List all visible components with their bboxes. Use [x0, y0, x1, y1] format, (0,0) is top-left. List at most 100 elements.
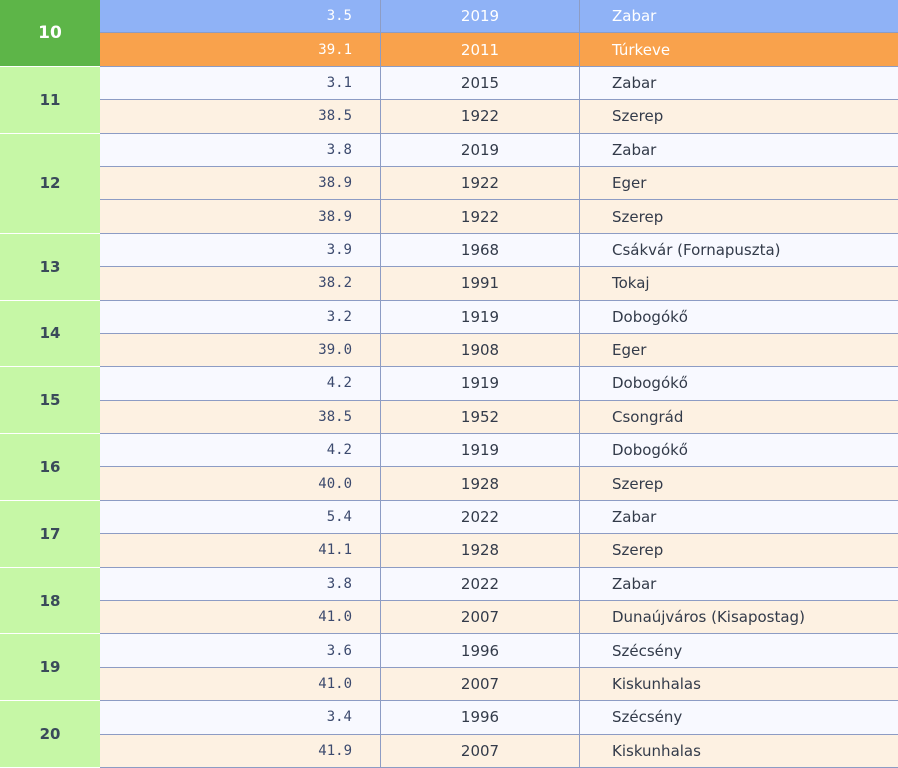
- place-cell: Kiskunhalas: [612, 675, 701, 693]
- table-row: 3.8 2022 Zabar: [100, 567, 898, 602]
- temperature-cell: 38.5: [318, 108, 352, 125]
- temperature-cell: 4.2: [326, 375, 352, 392]
- day-cell: 11: [0, 66, 100, 134]
- table-row: 3.9 1968 Csákvár (Fornapuszta): [100, 233, 898, 268]
- year-cell: 1919: [380, 434, 580, 467]
- table-row: 3.8 2019 Zabar: [100, 133, 898, 167]
- temperature-cell: 41.1: [318, 542, 352, 559]
- place-cell: Szécsény: [612, 641, 683, 660]
- table-row: 3.4 1996 Szécsény: [100, 701, 898, 735]
- day-cell: 14: [0, 300, 100, 368]
- place-cell: Túrkeve: [612, 40, 671, 59]
- temperature-cell: 41.0: [318, 609, 352, 626]
- temperature-cell: 41.0: [318, 676, 352, 692]
- temperature-cell: 41.9: [318, 742, 352, 759]
- day-cell: 20: [0, 701, 100, 768]
- temperature-cell: 38.2: [318, 275, 352, 292]
- place-cell: Szerep: [612, 474, 664, 493]
- year-cell: 1908: [380, 333, 580, 367]
- day-cell: 19: [0, 634, 100, 702]
- temperature-cell: 5.4: [326, 509, 352, 526]
- year-cell: 1928: [380, 534, 580, 567]
- place-cell: Kiskunhalas: [612, 741, 701, 760]
- day-cell: 12: [0, 133, 100, 234]
- temperature-cell: 3.5: [326, 8, 352, 25]
- table-row: 4.2 1919 Dobogókő: [100, 367, 898, 401]
- table-row: 4.2 1919 Dobogókő: [100, 434, 898, 468]
- year-cell: 1922: [380, 100, 580, 133]
- table-row: 41.9 2007 Kiskunhalas: [100, 734, 898, 768]
- place-cell: Eger: [612, 341, 647, 360]
- day-cell: 13: [0, 233, 100, 301]
- place-cell: Dobogókő: [612, 441, 688, 460]
- table-row: 39.1 2011 Túrkeve: [100, 33, 898, 67]
- table-row: 38.5 1952 Csongrád: [100, 400, 898, 435]
- table-row: 38.9 1922 Szerep: [100, 200, 898, 234]
- table-row: 5.4 2022 Zabar: [100, 500, 898, 535]
- table-row: 3.2 1919 Dobogókő: [100, 300, 898, 334]
- place-cell: Eger: [612, 174, 647, 193]
- table-row: 3.1 2015 Zabar: [100, 66, 898, 101]
- table-row: 40.0 1928 Szerep: [100, 467, 898, 501]
- year-cell: 1919: [380, 367, 580, 400]
- day-cell: 17: [0, 500, 100, 568]
- place-cell: Szerep: [612, 541, 664, 560]
- temperature-cell: 40.0: [318, 475, 352, 492]
- day-cell: 15: [0, 367, 100, 435]
- year-cell: 1952: [380, 400, 580, 434]
- year-cell: 2022: [380, 567, 580, 601]
- temperature-cell: 38.9: [318, 175, 352, 192]
- place-cell: Dunaújváros (Kisapostag): [612, 608, 805, 627]
- temperature-cell: 39.1: [318, 41, 352, 58]
- table-row: 3.6 1996 Szécsény: [100, 634, 898, 668]
- temperature-cell: 3.8: [326, 575, 352, 592]
- year-cell: 2019: [380, 0, 580, 33]
- temperature-cell: 3.2: [326, 308, 352, 325]
- place-cell: Szerep: [612, 207, 664, 226]
- year-cell: 1996: [380, 701, 580, 734]
- place-cell: Dobogókő: [612, 307, 688, 326]
- place-cell: Zabar: [612, 140, 657, 159]
- year-cell: 2007: [380, 734, 580, 767]
- year-cell: 1928: [380, 467, 580, 500]
- temperature-cell: 3.4: [326, 709, 352, 726]
- table-row: 41.0 2007 Kiskunhalas: [100, 667, 898, 702]
- table-row: 38.5 1922 Szerep: [100, 100, 898, 134]
- year-cell: 1996: [380, 634, 580, 667]
- day-cell: 16: [0, 434, 100, 501]
- year-cell: 1991: [380, 267, 580, 300]
- table-row: 38.2 1991 Tokaj: [100, 267, 898, 301]
- day-cell: 18: [0, 567, 100, 635]
- temperature-cell: 3.9: [326, 241, 352, 258]
- year-cell: 2007: [380, 667, 580, 701]
- table-row: 41.1 1928 Szerep: [100, 534, 898, 568]
- temperature-cell: 38.5: [318, 408, 352, 425]
- temperature-cell: 3.6: [326, 642, 352, 659]
- place-cell: Csákvár (Fornapuszta): [612, 240, 781, 259]
- table-row: 41.0 2007 Dunaújváros (Kisapostag): [100, 601, 898, 635]
- place-cell: Zabar: [612, 574, 657, 593]
- year-cell: 2007: [380, 601, 580, 634]
- temperature-cell: 38.9: [318, 208, 352, 225]
- day-cell: 10: [0, 0, 100, 67]
- year-cell: 2015: [380, 66, 580, 100]
- place-cell: Csongrád: [612, 407, 684, 426]
- place-cell: Szerep: [612, 107, 664, 126]
- table-row: 3.5 2019 Zabar: [100, 0, 898, 34]
- temperature-cell: 3.1: [326, 74, 352, 91]
- year-cell: 2019: [380, 133, 580, 166]
- table-row: 38.9 1922 Eger: [100, 166, 898, 201]
- temperature-cell: 39.0: [318, 342, 352, 359]
- place-cell: Dobogókő: [612, 374, 688, 393]
- year-cell: 2022: [380, 500, 580, 534]
- year-cell: 1968: [380, 233, 580, 267]
- temperature-cell: 3.8: [326, 141, 352, 158]
- place-cell: Zabar: [612, 73, 657, 92]
- year-cell: 2011: [380, 33, 580, 66]
- year-cell: 1919: [380, 300, 580, 333]
- year-cell: 1922: [380, 200, 580, 233]
- table-row: 39.0 1908 Eger: [100, 333, 898, 368]
- year-cell: 1922: [380, 166, 580, 200]
